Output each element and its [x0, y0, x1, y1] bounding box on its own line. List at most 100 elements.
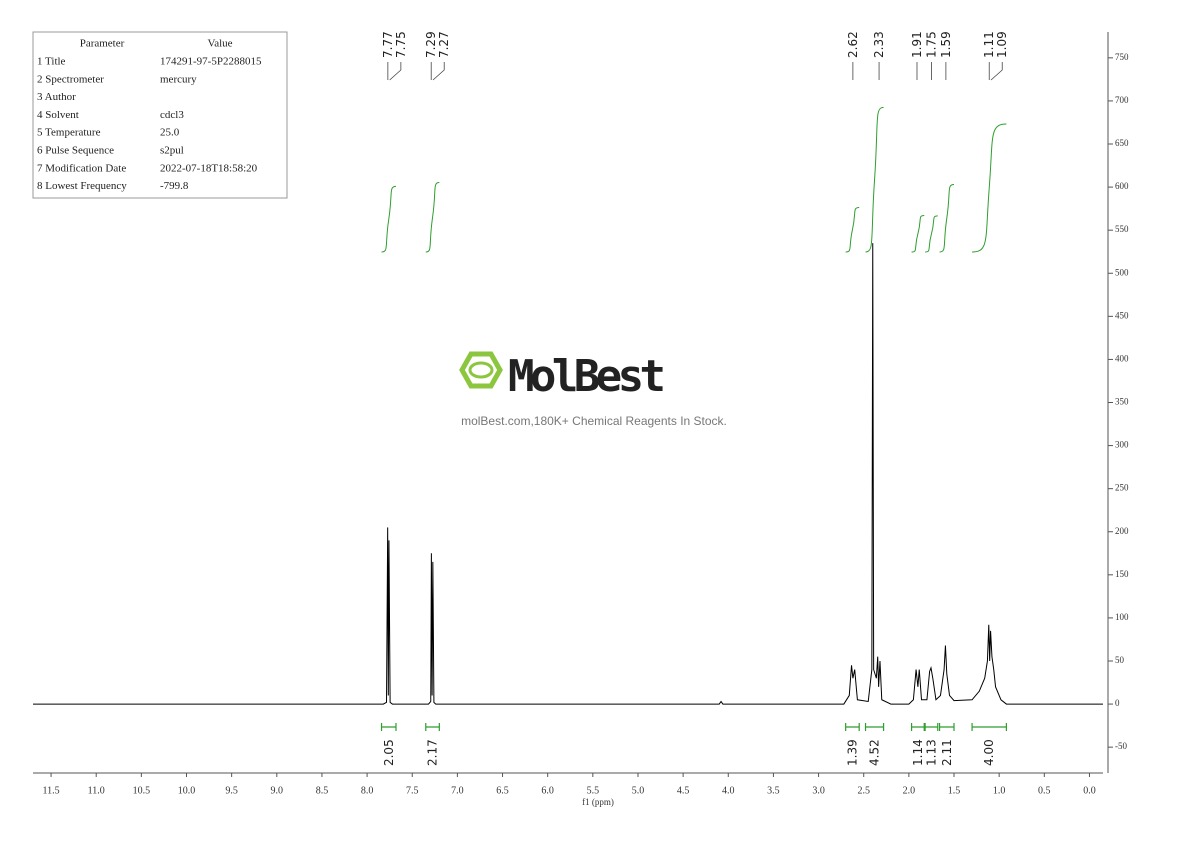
integral-label: 2.05	[382, 739, 396, 766]
integral-label: 1.13	[924, 739, 938, 766]
table-cell: 8 Lowest Frequency	[37, 180, 127, 192]
table-cell: 3 Author	[37, 91, 76, 103]
table-cell: mercury	[160, 73, 197, 85]
integral-curve	[381, 185, 397, 253]
integral-bracket	[425, 723, 440, 731]
table-cell: 6 Pulse Sequence	[37, 145, 114, 157]
x-tick-label: 6.5	[496, 785, 509, 796]
integral-curve	[972, 123, 1007, 253]
integral-bracket	[910, 723, 925, 731]
x-tick-label: 6.0	[541, 785, 554, 796]
table-cell: 25.0	[160, 127, 180, 139]
integral-curve	[911, 215, 925, 253]
y-tick-label: 100	[1115, 612, 1129, 622]
peak-label: 2.62	[846, 31, 860, 58]
peak-connector	[990, 62, 1003, 81]
y-tick-label: 400	[1115, 353, 1129, 363]
integral-label: 2.17	[426, 739, 440, 766]
x-tick-label: 3.5	[767, 785, 780, 796]
y-tick-label: 750	[1115, 52, 1129, 62]
x-tick-label: 7.5	[406, 785, 419, 796]
table-cell: 2022-07-18T18:58:20	[160, 162, 258, 174]
peak-label: 1.91	[910, 31, 924, 58]
integral-curve	[425, 182, 440, 253]
peak-label: 1.11	[982, 31, 996, 58]
integral-curve	[845, 207, 860, 253]
x-tick-label: 9.5	[225, 785, 238, 796]
peak-label: 1.59	[939, 31, 953, 58]
peak-label: 1.75	[924, 31, 938, 58]
y-tick-label: 550	[1115, 224, 1129, 234]
x-tick-label: 7.0	[451, 785, 464, 796]
x-tick-label: 0.5	[1038, 785, 1051, 796]
peak-label: 7.75	[394, 31, 408, 58]
x-tick-label: 10.0	[178, 785, 196, 796]
watermark: MolBest molBest.com,180K+ Chemical Reage…	[459, 351, 727, 428]
logo-ring	[468, 361, 494, 379]
x-tick-label: 4.0	[722, 785, 735, 796]
integral-label: 4.52	[868, 739, 882, 766]
y-tick-label: -50	[1115, 741, 1127, 751]
integral-bracket	[380, 723, 397, 731]
logo-hexagon	[459, 351, 503, 389]
table-cell: 2 Spectrometer	[37, 73, 104, 85]
x-tick-label: 1.0	[993, 785, 1006, 796]
integral-label: 1.14	[911, 739, 925, 766]
table-cell: 174291-97-5P2288015	[160, 56, 262, 68]
integral-curve	[939, 183, 955, 253]
y-tick-label: 650	[1115, 138, 1129, 148]
integral-bracket	[924, 723, 939, 731]
y-tick-label: 250	[1115, 483, 1129, 493]
integral-curve	[865, 106, 884, 253]
integral-curve	[925, 215, 938, 253]
x-tick-label: 8.0	[361, 785, 374, 796]
integral-bracket	[845, 723, 860, 731]
peak-connector	[389, 62, 402, 81]
x-tick-label: 2.5	[857, 785, 870, 796]
y-tick-label: 0	[1115, 698, 1120, 708]
x-tick-label: 1.5	[948, 785, 961, 796]
table-cell: cdcl3	[160, 109, 184, 121]
integral-bracket	[864, 723, 885, 731]
table-header: Value	[207, 38, 232, 50]
peak-connector	[432, 62, 445, 81]
x-tick-label: 5.5	[587, 785, 600, 796]
x-tick-label: 2.0	[903, 785, 916, 796]
spectrum-line	[33, 243, 1103, 705]
x-tick-label: 0.0	[1083, 785, 1096, 796]
parameter-table: Parameter Value 1 Title 174291-97-5P22880…	[32, 31, 288, 199]
integral-label: 4.00	[982, 739, 996, 766]
table-cell: -799.8	[160, 180, 189, 192]
x-tick-label: 5.0	[632, 785, 645, 796]
y-tick-label: 600	[1115, 181, 1129, 191]
table-header: Parameter	[80, 38, 125, 50]
y-tick-label: 150	[1115, 569, 1129, 579]
y-tick-label: 350	[1115, 397, 1129, 407]
peak-label: 7.27	[437, 31, 451, 58]
integral-bracket	[938, 723, 955, 731]
integral-bracket	[971, 723, 1007, 731]
x-tick-label: 11.5	[42, 785, 59, 796]
x-tick-label: 9.0	[271, 785, 284, 796]
y-tick-label: 200	[1115, 526, 1129, 536]
x-tick-label: 11.0	[88, 785, 105, 796]
table-cell: s2pul	[160, 145, 184, 157]
table-cell: 4 Solvent	[37, 109, 79, 121]
peak-label: 7.29	[424, 31, 438, 58]
integral-label: 2.11	[940, 739, 954, 766]
x-axis-label: f1 (ppm)	[582, 797, 614, 807]
table-cell: 7 Modification Date	[37, 162, 126, 174]
integral-label: 1.39	[845, 739, 859, 766]
logo-text: MolBest	[508, 351, 664, 402]
table-border	[32, 31, 288, 199]
peak-label: 2.33	[872, 31, 886, 58]
y-tick-label: 500	[1115, 267, 1129, 277]
y-tick-label: 50	[1115, 655, 1125, 665]
x-tick-label: 8.5	[316, 785, 329, 796]
x-tick-label: 3.0	[812, 785, 825, 796]
y-tick-label: 700	[1115, 95, 1129, 105]
peak-label: 7.77	[381, 31, 395, 58]
y-tick-label: 300	[1115, 440, 1129, 450]
peak-label: 1.09	[995, 31, 1009, 58]
y-tick-label: 450	[1115, 310, 1129, 320]
